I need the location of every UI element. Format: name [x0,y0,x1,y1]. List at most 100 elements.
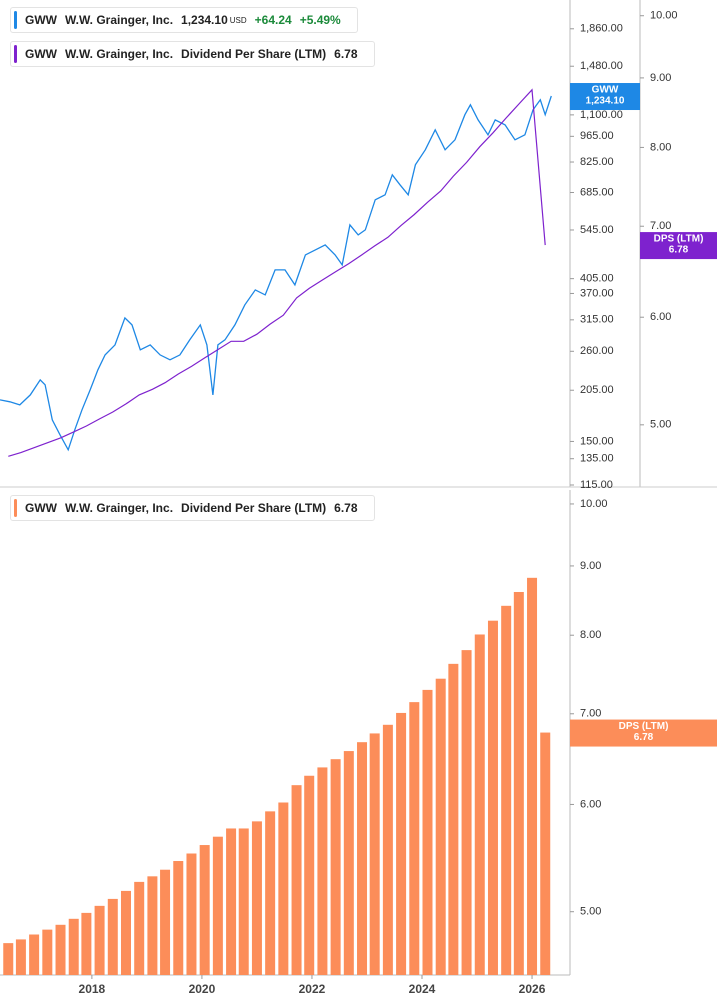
bar [409,702,420,975]
series-line [0,95,552,452]
bar [15,939,26,975]
y-tick-label: 7.00 [650,220,671,232]
bar [317,767,328,975]
bar [3,943,14,975]
x-tick-label: 2020 [189,982,216,996]
bar [120,890,131,975]
bar [134,881,145,975]
currency: USD [229,15,247,25]
bar [238,828,249,975]
y-tick-label: 405.00 [580,273,614,285]
y-tick-label: 205.00 [580,384,614,396]
badge-label: 6.78 [634,732,654,743]
y-tick-label: 545.00 [580,224,614,236]
bar [226,828,237,975]
y-tick-label: 5.00 [650,419,671,431]
y-tick-label: 115.00 [580,479,613,491]
bar [160,869,171,975]
ticker: GWW [25,13,57,27]
bar [448,663,459,975]
bar [422,689,433,975]
y-tick-label: 965.00 [580,130,614,142]
indicator: Dividend Per Share (LTM) [181,501,327,515]
x-tick-label: 2018 [79,982,106,996]
series-name: W.W. Grainger, Inc. [65,47,174,61]
bar [186,853,197,975]
y-tick-label: 5.00 [580,906,601,918]
y-tick-label: 1,480.00 [580,60,623,72]
bar [435,678,446,975]
bar [81,912,92,975]
bar [343,751,354,975]
price-badge [570,83,640,111]
bar [107,898,118,975]
series-line [8,88,546,457]
legend-price: GWW W.W. Grainger, Inc. 1,234.10 USD +64… [10,7,358,33]
bar [487,620,498,975]
badge-label: DPS (LTM) [619,721,669,732]
y-tick-label: 10.00 [580,498,608,510]
bar [540,732,551,975]
bar [94,905,105,975]
x-tick-label: 2024 [409,982,436,996]
ticker: GWW [25,501,57,515]
y-tick-label: 9.00 [650,72,671,84]
bar [199,845,210,975]
legend-swatch [14,45,17,63]
bar [474,634,485,975]
y-tick-label: 260.00 [580,345,614,357]
bar [330,759,341,975]
bar [212,836,223,975]
bar [382,724,393,975]
change: +64.24 [254,13,292,27]
legend-dps-bars: GWW W.W. Grainger, Inc. Dividend Per Sha… [10,495,375,521]
y-tick-label: 10.00 [650,10,678,22]
legend-swatch [14,499,17,517]
y-tick-label: 315.00 [580,314,614,326]
y-tick-label: 150.00 [580,435,614,447]
x-tick-label: 2022 [299,982,326,996]
series-name: W.W. Grainger, Inc. [65,13,174,27]
legend-dps: GWW W.W. Grainger, Inc. Dividend Per Sha… [10,41,375,67]
bar [513,591,524,975]
bar [42,929,53,975]
bar [291,785,302,975]
change-pct: +5.49% [299,13,341,27]
ticker: GWW [25,47,57,61]
y-tick-label: 9.00 [580,560,601,572]
y-tick-label: 6.00 [580,798,601,810]
bar [369,733,380,975]
bar [68,918,79,975]
bar [147,876,158,975]
bar [265,811,276,975]
bar [278,802,289,975]
y-tick-label: 7.00 [580,708,601,720]
y-tick-label: 1,100.00 [580,109,623,121]
y-tick-label: 370.00 [580,287,614,299]
badge-label: GWW [592,85,619,96]
bar [396,712,407,975]
y-tick-label: 8.00 [580,629,601,641]
last-value: 6.78 [334,47,358,61]
price-badge [640,232,717,260]
last-value: 6.78 [334,501,358,515]
badge-label: 6.78 [669,245,689,256]
y-tick-label: 8.00 [650,141,671,153]
y-tick-label: 135.00 [580,453,614,465]
last-price: 1,234.10 [181,13,228,27]
bar [501,605,512,975]
badge-label: 1,234.10 [586,96,625,107]
x-tick-label: 2026 [519,982,546,996]
y-tick-label: 685.00 [580,186,614,198]
bar [173,861,184,975]
legend-swatch [14,11,17,29]
bar [251,821,262,975]
series-name: W.W. Grainger, Inc. [65,501,174,515]
y-tick-label: 1,860.00 [580,23,623,35]
price-badge [570,719,717,747]
bar [55,924,66,975]
bar [304,775,315,975]
y-tick-label: 825.00 [580,156,614,168]
